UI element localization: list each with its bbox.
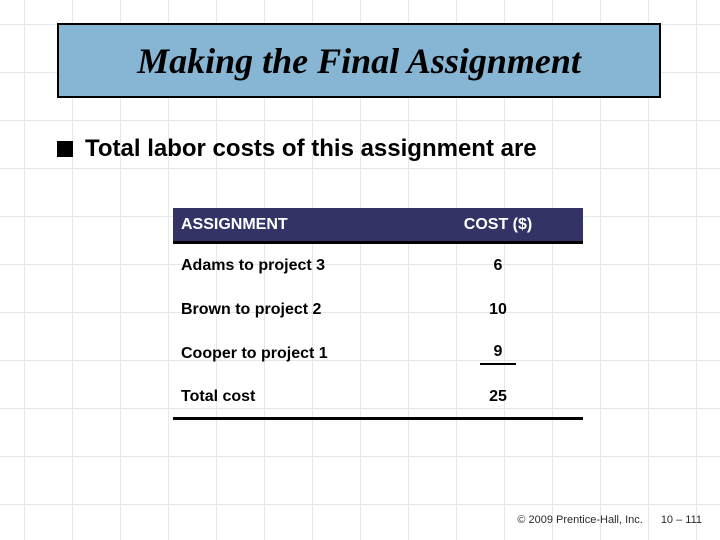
cell-assignment: Brown to project 2 [173,301,413,319]
bullet-square-icon [57,141,73,157]
slide-title: Making the Final Assignment [137,40,581,82]
header-cost: COST ($) [413,216,583,234]
cell-cost-value: 9 [480,343,517,365]
cell-assignment: Adams to project 3 [173,257,413,275]
table-header-row: ASSIGNMENT COST ($) [173,208,583,244]
table-total-row: Total cost 25 [173,376,583,420]
cell-assignment: Cooper to project 1 [173,345,413,363]
cell-cost: 6 [413,257,583,275]
cost-table: ASSIGNMENT COST ($) Adams to project 3 6… [173,208,583,420]
bullet-text: Total labor costs of this assignment are [85,135,537,163]
cell-cost: 9 [413,343,583,365]
header-assignment: ASSIGNMENT [173,216,413,234]
title-box: Making the Final Assignment [57,23,661,98]
total-label: Total cost [173,388,413,406]
page-number: 10 – 111 [661,514,702,526]
bullet-line: Total labor costs of this assignment are [57,135,537,163]
cell-cost: 10 [413,301,583,319]
copyright-text: © 2009 Prentice-Hall, Inc. [517,514,643,526]
table-row: Brown to project 2 10 [173,288,583,332]
table-row: Adams to project 3 6 [173,244,583,288]
total-value: 25 [413,388,583,406]
footer: © 2009 Prentice-Hall, Inc. 10 – 111 [517,514,702,526]
slide-content: Making the Final Assignment Total labor … [0,0,720,540]
table-row: Cooper to project 1 9 [173,332,583,376]
